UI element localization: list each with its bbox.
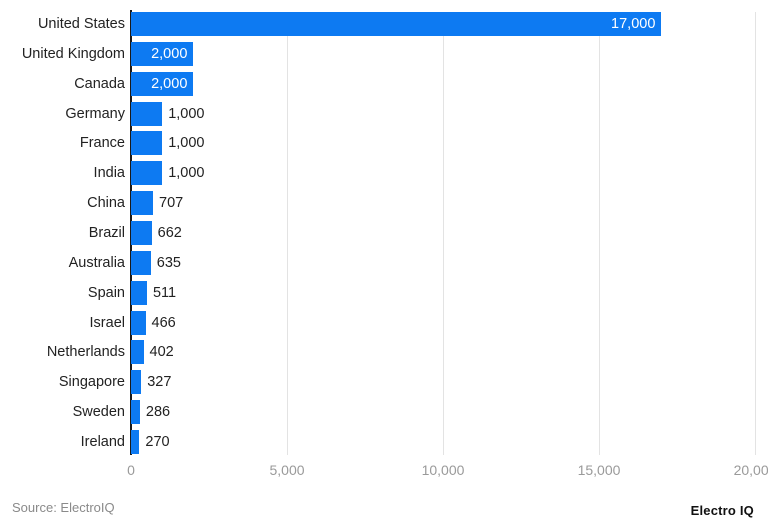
bar-row: United States 17,000 [0, 12, 768, 36]
category-label: Canada [74, 76, 125, 92]
bar-row: China 707 [0, 191, 768, 215]
bar-row: Australia 635 [0, 251, 768, 275]
value-label: 2,000 [151, 76, 188, 92]
bar [131, 161, 163, 185]
category-label: Australia [68, 255, 125, 271]
gridline [755, 12, 756, 455]
bar-row: Sweden 286 [0, 400, 768, 424]
bar-row: United Kingdom 2,000 [0, 42, 768, 66]
value-label: 17,000 [611, 16, 656, 32]
value-label: 2,000 [151, 46, 188, 62]
category-label: Singapore [58, 374, 125, 390]
bar [131, 12, 662, 36]
category-label: France [79, 135, 125, 151]
bar-row: Israel 466 [0, 311, 768, 335]
bar-row: Canada 2,000 [0, 72, 768, 96]
bar [131, 340, 144, 364]
source-note: Source: ElectroIQ [12, 500, 115, 515]
gridline [443, 12, 444, 455]
category-label: Germany [65, 106, 125, 122]
bar-row: Brazil 662 [0, 221, 768, 245]
bar [131, 400, 140, 424]
value-label: 707 [159, 195, 184, 211]
gridline [287, 12, 288, 455]
bar-row: Spain 511 [0, 281, 768, 305]
bar [131, 370, 142, 394]
value-label: 286 [145, 404, 171, 420]
category-label: Netherlands [46, 344, 125, 360]
value-label: 1,000 [168, 165, 205, 181]
value-label: 402 [149, 344, 174, 360]
category-label: China [87, 195, 125, 211]
gridline [599, 12, 600, 455]
bar-row: Singapore 327 [0, 370, 768, 394]
category-label: Israel [89, 315, 125, 331]
bar-row: Netherlands 402 [0, 340, 768, 364]
bar-row: India 1,000 [0, 161, 768, 185]
x-tick-label: 0 [127, 462, 135, 478]
bar [131, 42, 194, 66]
category-label: United Kingdom [21, 46, 125, 62]
value-label: 327 [147, 374, 172, 390]
value-label: 1,000 [168, 135, 205, 151]
bar [131, 221, 152, 245]
x-tick-label: 5,000 [269, 462, 305, 478]
bar [131, 311, 146, 335]
x-tick-label: 20,000 [733, 462, 768, 478]
brand-logo: Electro IQ [690, 503, 754, 518]
bar [131, 281, 147, 305]
bar [131, 72, 194, 96]
bar [131, 251, 151, 275]
value-label: 1,000 [168, 106, 205, 122]
bar-row: Ireland 270 [0, 430, 768, 454]
value-label: 466 [151, 315, 176, 331]
value-label: 511 [152, 285, 177, 301]
category-label: United States [37, 16, 125, 32]
value-label: 662 [157, 225, 182, 241]
bar [131, 131, 163, 155]
x-tick-label: 15,000 [577, 462, 621, 478]
category-label: India [93, 165, 125, 181]
bar-row: France 1,000 [0, 131, 768, 155]
category-label: Ireland [80, 434, 125, 450]
bar-row: Germany 1,000 [0, 102, 768, 126]
category-label: Brazil [88, 225, 125, 241]
value-label: 270 [145, 434, 170, 450]
bar [131, 102, 163, 126]
bar [131, 430, 140, 454]
value-label: 635 [156, 255, 181, 271]
bar [131, 191, 154, 215]
category-label: Spain [87, 285, 125, 301]
category-label: Sweden [72, 404, 125, 420]
x-tick-label: 10,000 [421, 462, 465, 478]
